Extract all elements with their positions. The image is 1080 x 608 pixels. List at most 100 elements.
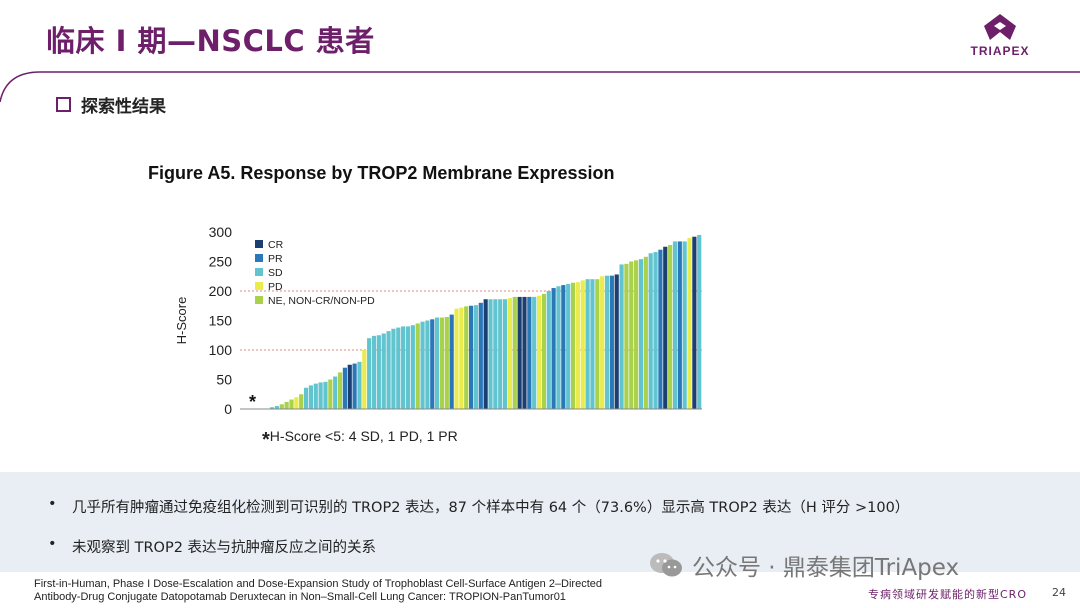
bar [502, 299, 508, 409]
bar [677, 241, 682, 409]
bar [590, 279, 595, 409]
low-score-star: * [249, 392, 256, 412]
company-logo: TRIAPEX [960, 12, 1040, 60]
bar [512, 296, 517, 409]
bar [279, 404, 284, 409]
bar [541, 293, 546, 409]
wechat-watermark: 公众号 · 鼎泰集团TriApex [648, 548, 959, 582]
bar [459, 307, 464, 409]
legend-label: SD [268, 267, 283, 279]
bar [488, 299, 493, 409]
bar [561, 285, 566, 409]
footnote-text: H-Score <5: 4 SD, 1 PD, 1 PR [269, 428, 458, 444]
bar [570, 282, 576, 409]
logo-text: TRIAPEX [970, 44, 1030, 58]
bar [595, 279, 600, 409]
bar [634, 260, 639, 409]
bar [609, 275, 614, 409]
bar [435, 317, 440, 409]
bar [624, 263, 629, 409]
bar [313, 383, 318, 409]
watermark-text: 公众号 · 鼎泰集团TriApex [692, 555, 960, 581]
bar [415, 323, 420, 409]
bar [556, 286, 561, 409]
bar [464, 306, 469, 409]
bar [580, 280, 585, 409]
bar [692, 236, 697, 409]
bar [284, 401, 289, 409]
bar [527, 296, 532, 409]
bar [483, 299, 488, 409]
y-tick-label: 300 [209, 224, 233, 240]
bar [299, 394, 304, 409]
bullet-text: 几乎所有肿瘤通过免疫组化检测到可识别的 TROP2 表达，87 个样本中有 64… [72, 500, 910, 516]
chart-footnote: *H-Score <5: 4 SD, 1 PD, 1 PR [262, 424, 458, 451]
bar [430, 319, 435, 409]
bar [386, 331, 391, 409]
wechat-icon [650, 553, 682, 577]
bar [318, 382, 323, 409]
bar [697, 234, 702, 409]
figure-title: Figure A5. Response by TROP2 Membrane Ex… [148, 163, 615, 183]
bullet-text: 未观察到 TROP2 表达与抗肿瘤反应之间的关系 [72, 540, 377, 556]
bar [469, 305, 474, 409]
bar [352, 363, 357, 409]
bar [658, 249, 663, 409]
header-divider [0, 71, 1080, 102]
bar [410, 325, 415, 409]
bar [643, 256, 648, 409]
bar [444, 316, 449, 409]
legend-label: PR [268, 253, 283, 265]
bar [396, 327, 401, 409]
bar [546, 291, 551, 409]
bar [270, 407, 275, 409]
page-number: 24 [1052, 586, 1066, 599]
bar [405, 326, 411, 409]
bar [498, 299, 503, 409]
bar [619, 264, 624, 409]
bar [347, 364, 352, 409]
bar [663, 246, 668, 409]
bar [493, 299, 498, 409]
bar [439, 317, 445, 409]
bar [672, 241, 678, 409]
bar [371, 335, 377, 409]
slide-title: 临床 I 期—NSCLC 患者 [46, 24, 375, 58]
bar [629, 261, 634, 409]
bar [342, 367, 347, 409]
bar [323, 381, 328, 409]
bar [294, 397, 299, 409]
footnote-star: * [262, 429, 270, 451]
legend-label: NE, NON-CR/NON-PD [268, 295, 375, 307]
triapex-logo-icon [984, 14, 1016, 40]
bar [532, 296, 537, 409]
bar [308, 385, 314, 409]
hscore-bar-chart: 0 50 100 150 200 250 300 H-Score * CR PR SD PD NE, NO… [174, 224, 702, 417]
legend-swatch [255, 268, 263, 276]
bar [575, 282, 580, 409]
bar [337, 372, 343, 409]
bar [653, 252, 658, 409]
bar [391, 328, 396, 409]
company-tagline: 专病领域研发赋能的新型CRO [868, 588, 1027, 601]
bar [682, 241, 687, 409]
bar [507, 298, 513, 409]
legend-swatch [255, 240, 263, 248]
y-tick-label: 100 [209, 342, 233, 358]
bullet-item: • 未观察到 TROP2 表达与抗肿瘤反应之间的关系 [48, 536, 376, 557]
bar [357, 361, 362, 409]
bar [604, 275, 610, 409]
y-tick-label: 50 [216, 372, 232, 388]
reference-citation: First-in-Human, Phase I Dose-Escalation … [34, 578, 602, 604]
legend-swatch [255, 254, 263, 262]
reference-line: First-in-Human, Phase I Dose-Escalation … [34, 578, 603, 590]
bar [425, 320, 430, 409]
bar [517, 296, 522, 409]
bar [303, 387, 309, 409]
y-tick-label: 0 [224, 401, 232, 417]
bar [420, 321, 425, 409]
bar [566, 283, 571, 409]
bar [473, 305, 479, 409]
section-heading: 探索性结果 [56, 92, 166, 117]
section-label: 探索性结果 [81, 97, 166, 117]
